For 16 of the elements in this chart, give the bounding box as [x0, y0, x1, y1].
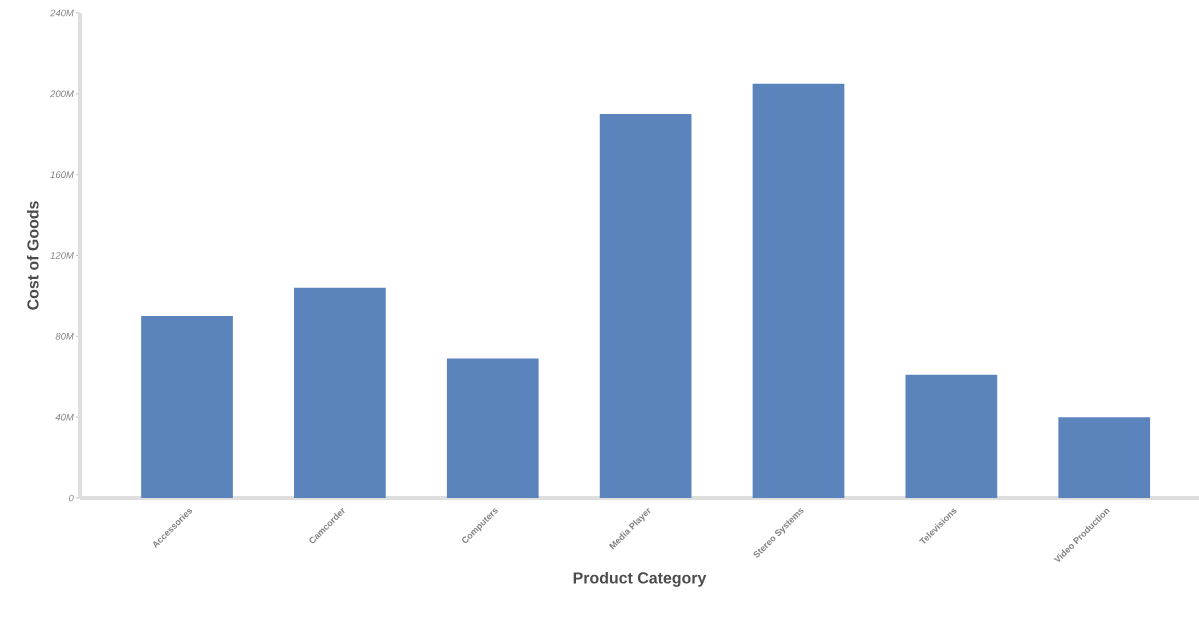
- bar: [446, 358, 539, 498]
- y-tick-label: 40M: [55, 413, 74, 421]
- y-tick-label: 200M: [50, 90, 74, 98]
- y-tick-label: 160M: [50, 171, 74, 179]
- x-axis-title: Product Category: [573, 571, 707, 587]
- bar: [141, 316, 233, 498]
- y-tick-label: 120M: [50, 252, 74, 259]
- bar: [752, 83, 845, 498]
- bar: [1058, 417, 1151, 498]
- bar: [905, 374, 998, 498]
- bar: [294, 287, 386, 498]
- y-tick-label: 80M: [55, 332, 74, 340]
- y-tick-label: 240M: [50, 9, 74, 17]
- bar: [599, 114, 692, 498]
- y-tick-label: 0: [68, 494, 74, 502]
- y-axis-title: Cost of Goods: [26, 201, 39, 310]
